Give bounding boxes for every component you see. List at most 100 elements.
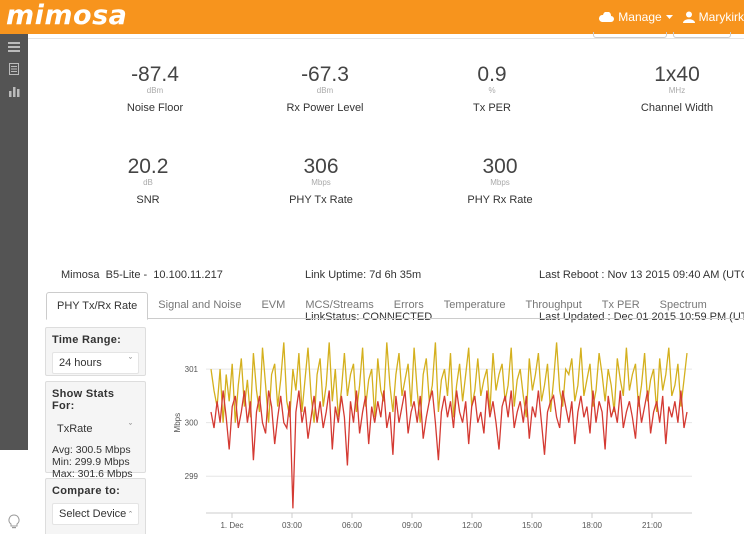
tab-temperature[interactable]: Temperature — [443, 299, 506, 311]
x-tick-label: 18:00 — [582, 521, 603, 530]
sidebar — [0, 34, 28, 450]
x-tick-label: 06:00 — [342, 521, 363, 530]
user-label: Marykirk — [698, 10, 744, 24]
x-tick-label: 15:00 — [522, 521, 543, 530]
time-range-title: Time Range: — [52, 334, 122, 346]
manage-menu[interactable]: Manage — [598, 10, 673, 24]
stat-value: -67.3 — [301, 63, 349, 86]
top-button-2[interactable] — [673, 32, 731, 38]
stat-label: Noise Floor — [126, 102, 184, 114]
tab-phy-tx-rx-rate[interactable]: PHY Tx/Rx Rate — [46, 292, 149, 320]
tab-errors[interactable]: Errors — [393, 299, 424, 311]
last-reboot: Last Reboot : Nov 13 2015 09:40 AM (UTC) — [539, 269, 744, 281]
max-stat: Max: 301.6 Mbps — [52, 468, 133, 480]
tab-mcs-streams[interactable]: MCS/Streams — [305, 299, 374, 311]
mimosa-logo[interactable]: mimosa — [6, 0, 128, 31]
caret-down-icon — [665, 14, 673, 19]
caret-down-icon: ˇ — [129, 356, 132, 366]
show-stats-panel: Show Stats For: TxRate ˇ Avg: 300.5 Mbps… — [45, 381, 146, 480]
stat-value: 1x40 — [654, 63, 700, 86]
stat-label: Channel Width — [640, 102, 714, 114]
stat-phy-rx-rate: 300 Mbps PHY Rx Rate — [425, 156, 575, 207]
rx-rate-series — [210, 390, 688, 509]
stat-rx-power: -67.3 dBm Rx Power Level — [250, 63, 400, 115]
stat-unit: Mbps — [490, 178, 510, 187]
chart-grid — [206, 368, 692, 477]
document-icon[interactable] — [0, 58, 28, 80]
link-uptime: Link Uptime: 7d 6h 35m — [305, 269, 422, 281]
x-tick-label: 21:00 — [642, 521, 663, 530]
y-tick-label: 301 — [185, 365, 199, 374]
tab-signal-and-noise[interactable]: Signal and Noise — [158, 299, 242, 311]
caret-down-icon: ˇ — [129, 422, 132, 432]
top-buttons — [593, 32, 731, 38]
stat-label: Tx PER — [473, 102, 511, 114]
tab-throughput[interactable]: Throughput — [525, 299, 582, 311]
menu-icon[interactable] — [0, 36, 28, 58]
stat-phy-tx-rate: 306 Mbps PHY Tx Rate — [246, 155, 396, 207]
show-stats-value: TxRate — [57, 423, 93, 435]
divider — [28, 38, 744, 39]
y-tick-label: 300 — [185, 419, 199, 428]
stat-label: SNR — [136, 194, 160, 206]
reboot-info: Last Reboot : Nov 13 2015 09:40 AM (UTC)… — [539, 240, 744, 338]
cloud-icon — [599, 12, 615, 22]
stat-label: PHY Rx Rate — [467, 194, 533, 206]
stat-unit: MHz — [668, 86, 686, 95]
x-tick-label: 03:00 — [282, 521, 303, 530]
lightbulb-icon[interactable] — [8, 514, 20, 530]
device-info: Mimosa B5-Lite - 10.100.11.217 Firmware … — [61, 240, 223, 338]
top-nav: Manage Marykirk — [598, 0, 744, 34]
tab-spectrum[interactable]: Spectrum — [659, 299, 707, 311]
min-stat: Min: 299.9 Mbps — [52, 456, 130, 468]
last-updated: Last Updated : Dec 01 2015 10:59 PM (UTC… — [539, 311, 744, 323]
user-icon — [682, 11, 695, 23]
stat-value: 306 — [303, 155, 339, 178]
device-name: Mimosa B5-Lite - 10.100.11.217 — [61, 269, 223, 281]
stat-unit: dBm — [146, 86, 164, 95]
compare-panel: Compare to: Select Device ˆ — [45, 478, 146, 534]
stat-value: 0.9 — [477, 63, 507, 86]
stat-noise-floor: -87.4 dBm Noise Floor — [80, 63, 230, 115]
stat-value: -87.4 — [131, 63, 179, 86]
show-stats-title: Show Stats For: — [52, 388, 115, 412]
link-info: Link Uptime: 7d 6h 35m LinkStatus: CONNE… — [305, 240, 432, 338]
stats-summary: Avg: 300.5 Mbps Min: 299.9 Mbps Max: 301… — [52, 444, 139, 480]
stat-unit: Mbps — [311, 178, 331, 187]
stat-label: Rx Power Level — [286, 102, 364, 114]
compare-value: Select Device — [59, 508, 127, 520]
y-axis-label: Mbps — [173, 413, 182, 433]
x-tick-label: 09:00 — [402, 521, 423, 530]
tab-tx-per[interactable]: Tx PER — [601, 299, 640, 311]
phy-rate-chart: 299 300 301 Mbps 1. Dec 03:00 06:00 09:00 12:00… — [173, 342, 692, 530]
top-button-1[interactable] — [593, 32, 667, 38]
stat-unit: dBm — [316, 86, 334, 95]
caret-up-icon: ˆ — [129, 510, 132, 520]
time-range-select[interactable]: 24 hours ˇ — [52, 352, 139, 374]
tab-evm[interactable]: EVM — [261, 299, 286, 311]
stat-label: PHY Tx Rate — [289, 194, 353, 206]
top-bar: mimosa Manage Marykirk — [0, 0, 744, 34]
stat-channel-width: 1x40 MHz Channel Width — [602, 63, 744, 115]
compare-title: Compare to: — [52, 485, 121, 497]
avg-stat: Avg: 300.5 Mbps — [52, 444, 131, 456]
time-range-panel: Time Range: 24 hours ˇ — [45, 327, 146, 376]
link-status: LinkStatus: CONNECTED — [305, 311, 433, 323]
chart-tabs: PHY Tx/Rx Rate Signal and Noise EVM MCS/… — [46, 292, 744, 320]
stat-tx-per: 0.9 % Tx PER — [417, 63, 567, 115]
x-tick-label: 12:00 — [462, 521, 483, 530]
user-menu[interactable]: Marykirk — [682, 10, 744, 24]
y-tick-label: 299 — [185, 472, 199, 481]
bar-chart-icon[interactable] — [0, 80, 28, 102]
stat-snr: 20.2 dB SNR — [73, 155, 223, 207]
x-tick-label: 1. Dec — [220, 521, 243, 530]
stat-unit: % — [488, 86, 496, 95]
manage-label: Manage — [618, 10, 662, 24]
stat-value: 20.2 — [127, 155, 169, 178]
sidebar-bottom — [0, 510, 28, 534]
y-axis: 299 300 301 Mbps — [173, 365, 199, 481]
time-range-value: 24 hours — [59, 357, 102, 369]
compare-select[interactable]: Select Device ˆ — [52, 503, 139, 525]
show-stats-select[interactable]: TxRate ˇ — [52, 418, 139, 440]
x-axis: 1. Dec 03:00 06:00 09:00 12:00 15:00 18:00 21:0… — [206, 512, 692, 530]
